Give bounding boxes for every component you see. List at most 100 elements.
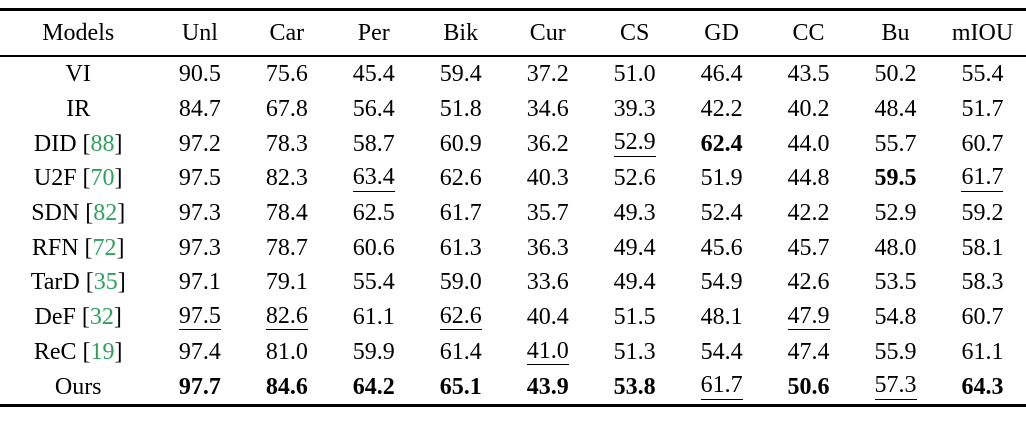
value-text: 63.4 [352, 164, 395, 192]
value-text: 81.0 [265, 338, 308, 365]
value-text: 78.7 [265, 234, 308, 261]
value-text: 97.5 [178, 302, 221, 331]
value-cell: 61.7 [939, 161, 1026, 196]
value-text: 56.4 [352, 96, 395, 123]
value-text: 62.4 [700, 130, 743, 157]
value-text: 59.0 [439, 269, 482, 296]
value-cell: 52.9 [591, 126, 678, 161]
value-text: 97.2 [178, 130, 221, 157]
value-cell: 52.4 [678, 196, 765, 231]
results-table: Models Unl Car Per Bik Cur CS GD CC Bu mIOU VI 90.5… [0, 8, 1026, 407]
model-cell: ReC [19] [33, 338, 123, 365]
value-text: 44.8 [787, 165, 830, 192]
value-text: 59.2 [961, 200, 1004, 227]
value-cell: 62.6 [417, 300, 504, 335]
model-cell: DeF [32] [34, 304, 122, 331]
value-cell: 60.9 [417, 126, 504, 161]
value-cell: 61.3 [417, 230, 504, 265]
value-cell: 54.4 [678, 335, 765, 370]
value-text: 61.7 [439, 200, 482, 227]
value-cell: 84.7 [156, 92, 243, 127]
value-text: 67.8 [265, 96, 308, 123]
value-cell: 50.2 [852, 56, 939, 92]
value-text: 36.2 [526, 130, 569, 157]
value-cell: 51.8 [417, 92, 504, 127]
value-cell: 36.2 [504, 126, 591, 161]
value-cell: 33.6 [504, 265, 591, 300]
value-text: 44.0 [787, 130, 830, 157]
value-cell: 64.3 [939, 369, 1026, 405]
citation-link[interactable]: 19 [90, 338, 115, 365]
value-text: 79.1 [265, 269, 308, 296]
value-text: 58.7 [352, 130, 395, 157]
value-text: 51.7 [961, 96, 1004, 123]
value-text: 60.7 [961, 130, 1004, 157]
value-cell: 51.9 [678, 161, 765, 196]
value-cell: 97.5 [156, 300, 243, 335]
value-cell: 75.6 [243, 56, 330, 92]
value-cell: 51.3 [591, 335, 678, 370]
table-row: Ours 97.7 84.6 64.2 65.1 43.9 53.8 61.7 50.6 57.3… [0, 369, 1026, 405]
value-text: 61.3 [439, 234, 482, 261]
value-text: 53.5 [874, 269, 917, 296]
value-cell: 48.1 [678, 300, 765, 335]
value-cell: 84.6 [243, 369, 330, 405]
value-cell: 40.3 [504, 161, 591, 196]
value-cell: 53.8 [591, 369, 678, 405]
value-text: 59.5 [874, 165, 917, 192]
citation-link[interactable]: 82 [93, 200, 118, 227]
citation-link[interactable]: 35 [93, 269, 118, 296]
value-cell: 97.4 [156, 335, 243, 370]
citation-link[interactable]: 32 [89, 304, 114, 331]
value-cell: 63.4 [330, 161, 417, 196]
citation-link[interactable]: 88 [90, 130, 115, 157]
citation-link[interactable]: 72 [92, 234, 117, 261]
value-cell: 64.2 [330, 369, 417, 405]
value-text: 50.6 [787, 373, 830, 400]
value-text: 55.9 [874, 338, 917, 365]
value-text: 62.6 [439, 302, 482, 331]
value-cell: 61.7 [417, 196, 504, 231]
value-cell: 36.3 [504, 230, 591, 265]
column-header-cc: CC [765, 9, 853, 57]
value-text: 33.6 [526, 269, 569, 296]
value-text: 61.4 [439, 338, 482, 365]
value-cell: 34.6 [504, 92, 591, 127]
value-text: 97.3 [178, 234, 221, 261]
value-cell: 54.8 [852, 300, 939, 335]
value-cell: 48.4 [852, 92, 939, 127]
value-text: 34.6 [526, 96, 569, 123]
citation-link[interactable]: 70 [90, 165, 115, 192]
value-text: 42.2 [787, 200, 830, 227]
table-row: DeF [32] 97.5 82.6 61.1 62.6 40.4 51.5 48.1 47.9… [0, 300, 1026, 335]
value-cell: 47.4 [765, 335, 852, 370]
value-text: 54.9 [700, 269, 743, 296]
value-text: 97.5 [178, 165, 221, 192]
table-row: VI 90.5 75.6 45.4 59.4 37.2 51.0 46.4 43.5 50.2 55… [0, 56, 1026, 92]
value-cell: 50.6 [765, 369, 852, 405]
value-cell: 59.4 [417, 56, 504, 92]
value-text: 54.8 [874, 304, 917, 331]
value-cell: 40.4 [504, 300, 591, 335]
value-text: 61.1 [352, 304, 395, 331]
value-text: 58.1 [961, 234, 1004, 261]
value-cell: 49.3 [591, 196, 678, 231]
value-text: 39.3 [613, 96, 656, 123]
value-text: 40.3 [526, 165, 569, 192]
model-cell: DID [88] [33, 130, 123, 157]
value-text: 50.2 [874, 61, 917, 88]
value-cell: 53.5 [852, 265, 939, 300]
value-text: 60.6 [352, 234, 395, 261]
value-cell: 61.1 [939, 335, 1026, 370]
value-text: 51.5 [613, 304, 656, 331]
value-cell: 67.8 [243, 92, 330, 127]
value-cell: 97.7 [156, 369, 243, 405]
value-cell: 59.5 [852, 161, 939, 196]
value-cell: 59.2 [939, 196, 1026, 231]
value-text: 45.6 [700, 234, 743, 261]
value-text: 51.0 [613, 61, 656, 88]
column-header-gd: GD [678, 9, 766, 57]
value-text: 75.6 [265, 61, 308, 88]
value-cell: 62.6 [417, 161, 504, 196]
value-text: 84.7 [178, 96, 221, 123]
